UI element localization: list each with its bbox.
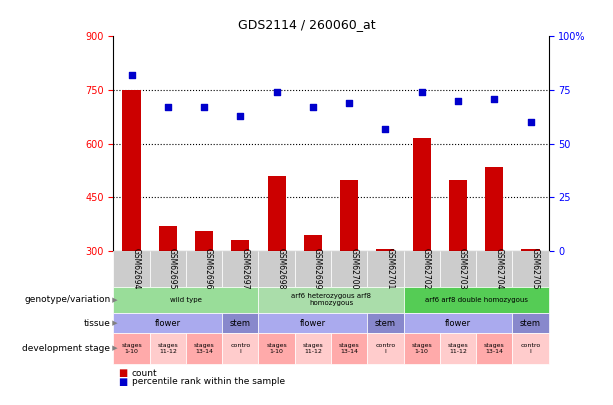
Bar (231, 241, 249, 251)
Text: development stage: development stage (22, 344, 110, 353)
Text: GSM62697: GSM62697 (240, 248, 249, 290)
Bar (413, 139, 431, 251)
Bar (485, 167, 503, 251)
Text: wild type: wild type (170, 297, 202, 303)
Point (127, 72, 137, 78)
Text: stages
1-10: stages 1-10 (411, 343, 432, 354)
Bar (159, 226, 177, 251)
Point (525, 119, 535, 126)
Text: ▶: ▶ (110, 345, 118, 352)
Text: percentile rank within the sample: percentile rank within the sample (132, 377, 285, 386)
Text: GSM62696: GSM62696 (204, 248, 213, 290)
Text: ▶: ▶ (110, 297, 118, 303)
Point (308, 104, 318, 111)
Text: stem: stem (375, 319, 396, 328)
Text: GSM62704: GSM62704 (494, 248, 503, 290)
Text: stages
11-12: stages 11-12 (158, 343, 178, 354)
Text: ■: ■ (118, 369, 128, 378)
Text: flower: flower (154, 319, 181, 328)
Text: contro
l: contro l (230, 343, 251, 354)
Text: stages
1-10: stages 1-10 (121, 343, 142, 354)
Text: GSM62705: GSM62705 (530, 248, 539, 290)
Point (381, 126, 390, 132)
Text: ■: ■ (118, 377, 128, 386)
Bar (376, 249, 395, 251)
Text: genotype/variation: genotype/variation (24, 295, 110, 305)
Point (235, 113, 245, 119)
Text: GSM62699: GSM62699 (313, 248, 322, 290)
Text: GSM62695: GSM62695 (168, 248, 177, 290)
Bar (449, 179, 467, 251)
Text: stages
13-14: stages 13-14 (339, 343, 360, 354)
Text: stages
13-14: stages 13-14 (484, 343, 504, 354)
Bar (340, 179, 358, 251)
Bar (267, 176, 286, 251)
Bar (195, 231, 213, 251)
Bar (123, 90, 140, 251)
Text: stages
11-12: stages 11-12 (447, 343, 468, 354)
Text: arf6 heterozygous arf8
homozygous: arf6 heterozygous arf8 homozygous (291, 293, 371, 307)
Text: stem: stem (230, 319, 251, 328)
Text: flower: flower (445, 319, 471, 328)
Text: contro
l: contro l (520, 343, 541, 354)
Text: GSM62698: GSM62698 (276, 248, 286, 290)
Point (199, 104, 209, 111)
Text: stages
1-10: stages 1-10 (266, 343, 287, 354)
Text: GSM62694: GSM62694 (132, 248, 140, 290)
Text: arf6 arf8 double homozygous: arf6 arf8 double homozygous (425, 297, 528, 303)
Text: stages
13-14: stages 13-14 (194, 343, 215, 354)
Text: tissue: tissue (83, 319, 110, 328)
Text: GDS2114 / 260060_at: GDS2114 / 260060_at (238, 18, 375, 31)
Text: GSM62701: GSM62701 (386, 248, 394, 290)
Bar (522, 249, 539, 251)
Text: GSM62702: GSM62702 (422, 248, 431, 290)
Point (345, 100, 354, 106)
Bar (304, 235, 322, 251)
Text: GSM62703: GSM62703 (458, 248, 467, 290)
Point (489, 96, 499, 102)
Text: count: count (132, 369, 158, 378)
Point (272, 89, 281, 96)
Point (453, 98, 463, 104)
Text: contro
l: contro l (375, 343, 395, 354)
Text: stages
11-12: stages 11-12 (302, 343, 323, 354)
Text: stem: stem (520, 319, 541, 328)
Text: GSM62700: GSM62700 (349, 248, 358, 290)
Text: flower: flower (300, 319, 326, 328)
Text: ▶: ▶ (110, 320, 118, 326)
Point (417, 89, 427, 96)
Point (163, 104, 173, 111)
